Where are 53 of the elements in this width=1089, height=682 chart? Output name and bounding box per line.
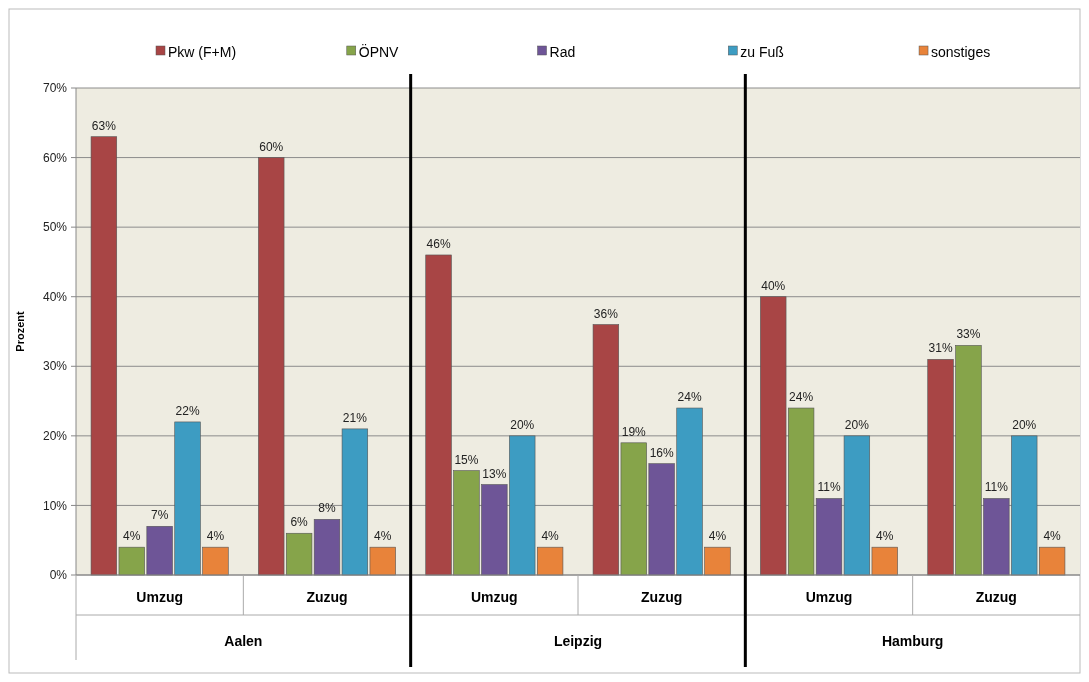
data-label: 4% <box>708 529 727 544</box>
data-label: 24% <box>677 390 702 405</box>
legend-label: ÖPNV <box>358 42 400 60</box>
data-label: 31% <box>928 341 953 356</box>
data-label: 63% <box>91 118 117 133</box>
y-tick-label: 0% <box>49 568 68 583</box>
data-label: 4% <box>123 529 141 544</box>
y-tick-label: 40% <box>42 289 68 304</box>
data-label: 11% <box>984 480 1009 495</box>
text: Leipzig <box>553 633 603 649</box>
x-tick-label: Zuzug <box>306 589 348 605</box>
data-label: 36% <box>593 306 619 321</box>
data-label: 21% <box>342 410 368 425</box>
y-tick-label: 10% <box>42 498 68 513</box>
data-label: 22% <box>175 403 200 418</box>
data-label: 4% <box>1043 529 1062 544</box>
data-label: 15% <box>454 452 479 467</box>
text: Hamburg <box>881 633 944 649</box>
data-label: 7% <box>150 508 169 523</box>
data-label: 60% <box>259 139 284 154</box>
x-tick-label: Umzug <box>805 589 853 605</box>
data-label: 11% <box>817 480 841 495</box>
legend-label: Pkw (F+M) <box>168 43 237 60</box>
data-label: 46% <box>426 236 451 251</box>
data-label: 19% <box>621 424 647 439</box>
data-label: 16% <box>649 445 674 460</box>
x-tick-label: Zuzug <box>975 589 1017 605</box>
x-tick-label: Zuzug <box>641 589 683 605</box>
data-label: 4% <box>876 529 894 544</box>
data-label: 4% <box>206 529 225 544</box>
data-label: 6% <box>290 515 309 530</box>
data-label: 20% <box>1012 417 1037 432</box>
data-label: 8% <box>318 501 336 516</box>
legend-label: zu Fuß <box>740 43 784 60</box>
y-tick-label: 50% <box>42 220 68 235</box>
x-tick-label: Umzug <box>471 589 518 605</box>
data-label: 33% <box>956 327 981 342</box>
legend-label: sonstiges <box>931 43 991 60</box>
y-tick-label: 30% <box>42 359 68 374</box>
y-tick-label: 20% <box>42 429 68 444</box>
legend-label: Rad <box>549 43 576 60</box>
y-axis-title: Prozent <box>14 311 26 352</box>
x-tick-label: Umzug <box>136 589 183 605</box>
data-label: 13% <box>482 466 507 481</box>
text: Aalen <box>224 633 263 649</box>
data-label: 40% <box>761 278 786 293</box>
data-label: 4% <box>541 529 560 544</box>
y-tick-label: 70% <box>42 81 68 96</box>
data-label: 20% <box>844 417 870 432</box>
y-tick-label: 60% <box>42 150 68 165</box>
data-label: 24% <box>789 390 814 405</box>
data-label: 20% <box>510 417 535 432</box>
data-label: 4% <box>374 529 392 544</box>
